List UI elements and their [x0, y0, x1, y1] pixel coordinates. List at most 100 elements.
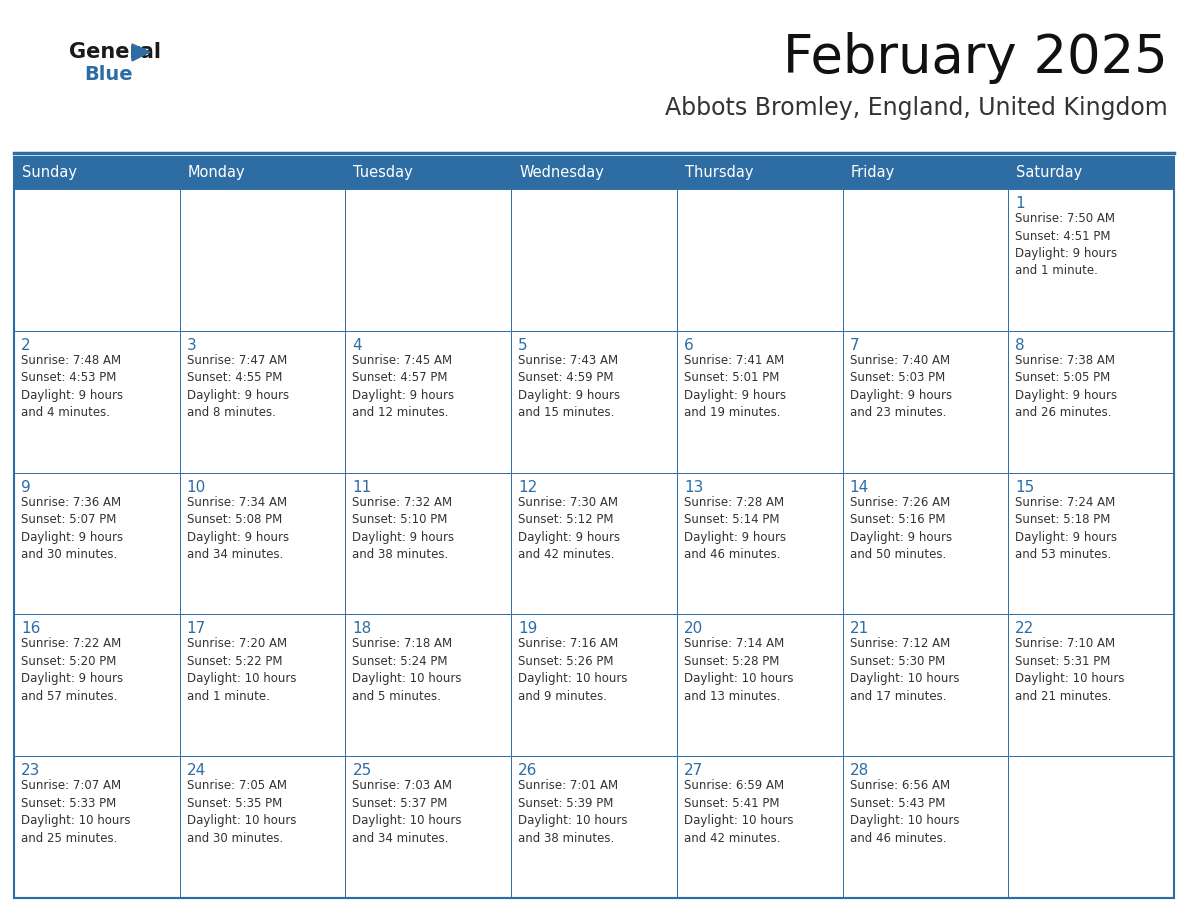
Bar: [511, 189, 677, 330]
Bar: [179, 614, 346, 756]
Bar: [1009, 614, 1174, 756]
Text: 21: 21: [849, 621, 868, 636]
Text: Sunrise: 7:36 AM
Sunset: 5:07 PM
Daylight: 9 hours
and 30 minutes.: Sunrise: 7:36 AM Sunset: 5:07 PM Dayligh…: [21, 496, 124, 561]
Text: 9: 9: [21, 479, 31, 495]
Text: 26: 26: [518, 763, 537, 778]
Bar: [511, 756, 677, 898]
Text: Sunrise: 7:07 AM
Sunset: 5:33 PM
Daylight: 10 hours
and 25 minutes.: Sunrise: 7:07 AM Sunset: 5:33 PM Dayligh…: [21, 779, 131, 845]
Bar: [179, 473, 346, 614]
Bar: [1009, 157, 1174, 189]
Text: General: General: [69, 42, 162, 62]
Text: 23: 23: [21, 763, 40, 778]
Bar: [346, 157, 511, 189]
Text: 27: 27: [684, 763, 703, 778]
Text: 19: 19: [518, 621, 537, 636]
Bar: [842, 756, 1009, 898]
Text: Sunrise: 7:01 AM
Sunset: 5:39 PM
Daylight: 10 hours
and 38 minutes.: Sunrise: 7:01 AM Sunset: 5:39 PM Dayligh…: [518, 779, 627, 845]
Bar: [677, 330, 842, 473]
Text: Sunrise: 7:41 AM
Sunset: 5:01 PM
Daylight: 9 hours
and 19 minutes.: Sunrise: 7:41 AM Sunset: 5:01 PM Dayligh…: [684, 353, 786, 420]
Text: Sunrise: 7:22 AM
Sunset: 5:20 PM
Daylight: 9 hours
and 57 minutes.: Sunrise: 7:22 AM Sunset: 5:20 PM Dayligh…: [21, 637, 124, 703]
Text: February 2025: February 2025: [783, 32, 1168, 84]
Text: 5: 5: [518, 338, 527, 353]
Text: Sunrise: 6:59 AM
Sunset: 5:41 PM
Daylight: 10 hours
and 42 minutes.: Sunrise: 6:59 AM Sunset: 5:41 PM Dayligh…: [684, 779, 794, 845]
Text: 15: 15: [1016, 479, 1035, 495]
Bar: [346, 189, 511, 330]
Text: Monday: Monday: [188, 165, 246, 181]
Bar: [677, 473, 842, 614]
Bar: [179, 189, 346, 330]
Bar: [1009, 330, 1174, 473]
Text: Sunrise: 7:32 AM
Sunset: 5:10 PM
Daylight: 9 hours
and 38 minutes.: Sunrise: 7:32 AM Sunset: 5:10 PM Dayligh…: [353, 496, 455, 561]
Bar: [1009, 189, 1174, 330]
Text: Thursday: Thursday: [684, 165, 753, 181]
Text: Sunrise: 7:20 AM
Sunset: 5:22 PM
Daylight: 10 hours
and 1 minute.: Sunrise: 7:20 AM Sunset: 5:22 PM Dayligh…: [187, 637, 296, 703]
Text: 22: 22: [1016, 621, 1035, 636]
Bar: [677, 157, 842, 189]
Text: Sunrise: 7:28 AM
Sunset: 5:14 PM
Daylight: 9 hours
and 46 minutes.: Sunrise: 7:28 AM Sunset: 5:14 PM Dayligh…: [684, 496, 786, 561]
Text: Sunrise: 7:05 AM
Sunset: 5:35 PM
Daylight: 10 hours
and 30 minutes.: Sunrise: 7:05 AM Sunset: 5:35 PM Dayligh…: [187, 779, 296, 845]
Text: Sunrise: 7:10 AM
Sunset: 5:31 PM
Daylight: 10 hours
and 21 minutes.: Sunrise: 7:10 AM Sunset: 5:31 PM Dayligh…: [1016, 637, 1125, 703]
Bar: [179, 330, 346, 473]
Bar: [677, 189, 842, 330]
Bar: [842, 614, 1009, 756]
Bar: [1009, 473, 1174, 614]
Text: 2: 2: [21, 338, 31, 353]
Text: Sunrise: 7:14 AM
Sunset: 5:28 PM
Daylight: 10 hours
and 13 minutes.: Sunrise: 7:14 AM Sunset: 5:28 PM Dayligh…: [684, 637, 794, 703]
Text: Sunrise: 7:03 AM
Sunset: 5:37 PM
Daylight: 10 hours
and 34 minutes.: Sunrise: 7:03 AM Sunset: 5:37 PM Dayligh…: [353, 779, 462, 845]
Bar: [346, 473, 511, 614]
Bar: [14, 756, 179, 898]
Text: Sunrise: 7:40 AM
Sunset: 5:03 PM
Daylight: 9 hours
and 23 minutes.: Sunrise: 7:40 AM Sunset: 5:03 PM Dayligh…: [849, 353, 952, 420]
Bar: [179, 756, 346, 898]
Text: 6: 6: [684, 338, 694, 353]
Text: Sunrise: 7:24 AM
Sunset: 5:18 PM
Daylight: 9 hours
and 53 minutes.: Sunrise: 7:24 AM Sunset: 5:18 PM Dayligh…: [1016, 496, 1118, 561]
Text: Sunrise: 7:48 AM
Sunset: 4:53 PM
Daylight: 9 hours
and 4 minutes.: Sunrise: 7:48 AM Sunset: 4:53 PM Dayligh…: [21, 353, 124, 420]
Text: 17: 17: [187, 621, 206, 636]
Bar: [346, 614, 511, 756]
Text: Sunrise: 7:12 AM
Sunset: 5:30 PM
Daylight: 10 hours
and 17 minutes.: Sunrise: 7:12 AM Sunset: 5:30 PM Dayligh…: [849, 637, 959, 703]
Text: 12: 12: [518, 479, 537, 495]
Bar: [1009, 756, 1174, 898]
Text: Sunrise: 7:50 AM
Sunset: 4:51 PM
Daylight: 9 hours
and 1 minute.: Sunrise: 7:50 AM Sunset: 4:51 PM Dayligh…: [1016, 212, 1118, 277]
Text: 16: 16: [21, 621, 40, 636]
Text: 11: 11: [353, 479, 372, 495]
Text: Friday: Friday: [851, 165, 895, 181]
Bar: [511, 473, 677, 614]
Polygon shape: [132, 44, 150, 61]
Text: Sunrise: 7:26 AM
Sunset: 5:16 PM
Daylight: 9 hours
and 50 minutes.: Sunrise: 7:26 AM Sunset: 5:16 PM Dayligh…: [849, 496, 952, 561]
Text: Wednesday: Wednesday: [519, 165, 604, 181]
Text: 8: 8: [1016, 338, 1025, 353]
Bar: [677, 614, 842, 756]
Text: 25: 25: [353, 763, 372, 778]
Text: Sunrise: 6:56 AM
Sunset: 5:43 PM
Daylight: 10 hours
and 46 minutes.: Sunrise: 6:56 AM Sunset: 5:43 PM Dayligh…: [849, 779, 959, 845]
Bar: [14, 330, 179, 473]
Text: 3: 3: [187, 338, 196, 353]
Text: Sunrise: 7:38 AM
Sunset: 5:05 PM
Daylight: 9 hours
and 26 minutes.: Sunrise: 7:38 AM Sunset: 5:05 PM Dayligh…: [1016, 353, 1118, 420]
Text: Blue: Blue: [84, 65, 133, 84]
Text: 4: 4: [353, 338, 362, 353]
Bar: [14, 614, 179, 756]
Bar: [842, 473, 1009, 614]
Bar: [14, 189, 179, 330]
Bar: [346, 330, 511, 473]
Text: Sunrise: 7:45 AM
Sunset: 4:57 PM
Daylight: 9 hours
and 12 minutes.: Sunrise: 7:45 AM Sunset: 4:57 PM Dayligh…: [353, 353, 455, 420]
Text: 18: 18: [353, 621, 372, 636]
Text: Sunrise: 7:30 AM
Sunset: 5:12 PM
Daylight: 9 hours
and 42 minutes.: Sunrise: 7:30 AM Sunset: 5:12 PM Dayligh…: [518, 496, 620, 561]
Text: 14: 14: [849, 479, 868, 495]
Bar: [511, 157, 677, 189]
Text: 1: 1: [1016, 196, 1025, 211]
Bar: [842, 157, 1009, 189]
Bar: [14, 157, 179, 189]
Text: 7: 7: [849, 338, 859, 353]
Bar: [14, 473, 179, 614]
Text: 10: 10: [187, 479, 206, 495]
Text: Sunrise: 7:18 AM
Sunset: 5:24 PM
Daylight: 10 hours
and 5 minutes.: Sunrise: 7:18 AM Sunset: 5:24 PM Dayligh…: [353, 637, 462, 703]
Bar: [842, 330, 1009, 473]
Bar: [14, 157, 1174, 898]
Text: Tuesday: Tuesday: [353, 165, 413, 181]
Text: Sunrise: 7:34 AM
Sunset: 5:08 PM
Daylight: 9 hours
and 34 minutes.: Sunrise: 7:34 AM Sunset: 5:08 PM Dayligh…: [187, 496, 289, 561]
Bar: [346, 756, 511, 898]
Text: Sunday: Sunday: [23, 165, 77, 181]
Text: Sunrise: 7:16 AM
Sunset: 5:26 PM
Daylight: 10 hours
and 9 minutes.: Sunrise: 7:16 AM Sunset: 5:26 PM Dayligh…: [518, 637, 627, 703]
Text: Sunrise: 7:47 AM
Sunset: 4:55 PM
Daylight: 9 hours
and 8 minutes.: Sunrise: 7:47 AM Sunset: 4:55 PM Dayligh…: [187, 353, 289, 420]
Text: 24: 24: [187, 763, 206, 778]
